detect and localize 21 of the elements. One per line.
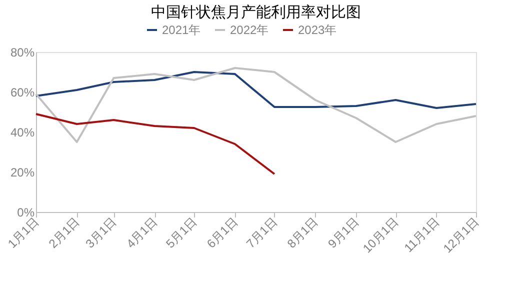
y-tick-label: 20%	[10, 166, 35, 180]
y-tick-label: 80%	[10, 46, 35, 60]
x-tick-label: 2月1日	[46, 214, 82, 251]
legend-label: 2022年	[230, 23, 269, 37]
x-tick-label: 5月1日	[163, 214, 200, 251]
chart-title: 中国针状焦月产能利用率对比图	[151, 4, 361, 21]
x-tick-label: 4月1日	[124, 214, 160, 251]
x-tick-label: 12月1日	[440, 214, 482, 256]
y-tick-label: 60%	[10, 86, 35, 100]
x-tick-label: 11月1日	[402, 214, 442, 255]
x-tick-label: 7月1日	[244, 214, 280, 251]
x-tick-label: 9月1日	[325, 214, 362, 251]
legend-label: 2023年	[298, 23, 337, 37]
line-series	[35, 71, 477, 109]
x-tick-label: 10月1日	[360, 214, 402, 256]
x-tick-label: 3月1日	[82, 214, 120, 251]
x-tick-label: 6月1日	[204, 214, 240, 251]
line-series	[35, 113, 276, 175]
legend-label: 2021年	[162, 23, 201, 37]
y-tick-label: 40%	[10, 126, 35, 140]
x-tick-label: 8月1日	[284, 214, 321, 251]
